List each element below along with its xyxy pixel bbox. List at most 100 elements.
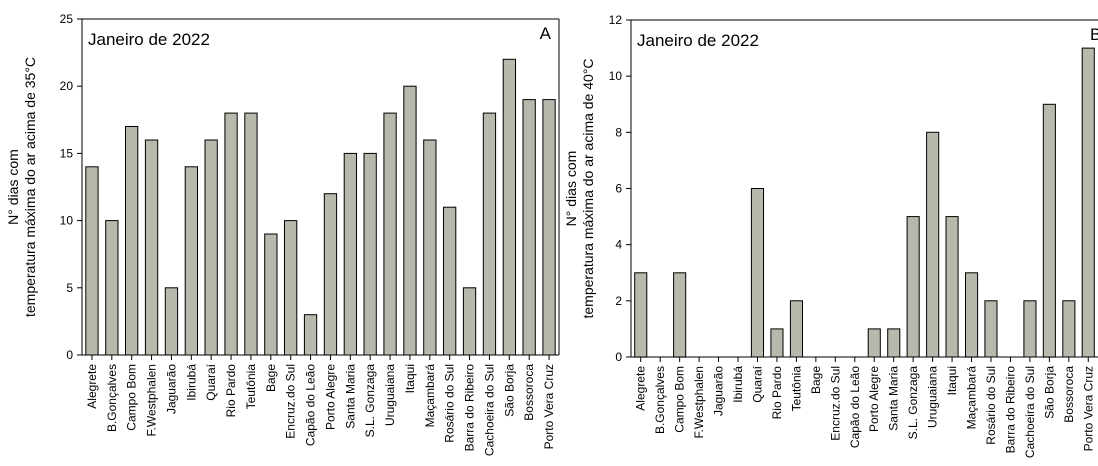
x-tick-label: Quaraí xyxy=(204,363,218,400)
bar-19 xyxy=(984,300,998,358)
bar-14 xyxy=(887,328,901,358)
panel-letter: A xyxy=(540,24,552,43)
bar-7 xyxy=(204,139,218,356)
bar-9 xyxy=(789,300,804,358)
bar-12 xyxy=(303,314,318,356)
x-tick-label: Bossoroca xyxy=(1062,366,1076,423)
bar-13 xyxy=(323,193,338,356)
x-tick-label: Rio Pardo xyxy=(770,366,784,420)
bar-24 xyxy=(542,99,556,356)
x-tick-label: Bage xyxy=(264,364,278,392)
x-tick-label: Cachoeira do Sul xyxy=(1023,366,1037,458)
x-tick-label: Alegrete xyxy=(85,364,99,409)
x-tick-label: Capão do Leão xyxy=(848,366,862,448)
chart-panel-b: 0 2 4 6 8 10 12 Alegrete B.Gonçalves Campo Bom F.W… xyxy=(563,13,1098,458)
bar-3 xyxy=(673,272,687,358)
x-tick-label: Ibirubá xyxy=(731,366,745,403)
bar-8 xyxy=(770,328,784,358)
chart-panel-a: 0 5 10 15 20 25 Alegrete B.Gonçalves Campo Bom F.… xyxy=(5,12,560,456)
x-tick-label: Jaguarão xyxy=(712,366,726,416)
x-tick-label: Uruguaiana xyxy=(383,364,397,426)
bar-22 xyxy=(502,58,517,356)
x-tick-label: Itaqui xyxy=(403,364,417,393)
y-tick-label: 20 xyxy=(60,79,74,93)
bar-17 xyxy=(403,85,417,356)
bar-13 xyxy=(867,328,881,358)
x-tick-label: F.Westphalen xyxy=(145,364,159,437)
bar-15 xyxy=(363,152,377,356)
bar-23 xyxy=(522,99,536,356)
bar-16 xyxy=(383,112,397,356)
x-tick-label: Capão do Leão xyxy=(304,364,318,446)
x-tick-label: Barra do Ribeiro xyxy=(463,364,477,452)
y-axis-label: temperatura máxima do ar acima de 35°C xyxy=(22,57,38,317)
bar-9 xyxy=(244,112,258,356)
x-tick-label: Teutônia xyxy=(244,364,258,410)
bar-17 xyxy=(945,216,959,358)
y-tick-label: 0 xyxy=(66,348,73,362)
y-axis-label: N° dias com xyxy=(563,151,579,227)
y-tick-label: 10 xyxy=(60,214,74,228)
x-tick-label: S.L. Gonzaga xyxy=(906,366,920,440)
x-tick-label: F.Westphalen xyxy=(692,366,706,439)
x-tick-label: Itaqui xyxy=(945,366,959,395)
bar-14 xyxy=(343,152,358,356)
bar-18 xyxy=(965,272,979,358)
y-tick-label: 0 xyxy=(615,350,622,364)
y-tick-label: 8 xyxy=(615,125,622,139)
x-tick-label: Maçambará xyxy=(423,364,437,428)
x-tick-label: Porto Alegre xyxy=(323,364,337,430)
x-tick-label: B.Gonçalves xyxy=(653,366,667,434)
x-tick-label: São Borja xyxy=(502,364,516,417)
bar-24 xyxy=(1081,47,1095,358)
bar-21 xyxy=(482,112,497,356)
bar-23 xyxy=(1062,300,1076,358)
bar-1 xyxy=(634,272,648,358)
x-tick-label: Campo Bom xyxy=(673,366,687,433)
y-tick-label: 10 xyxy=(609,69,623,83)
x-tick-label: Rosário do Sul xyxy=(443,364,457,443)
bar-7 xyxy=(750,188,765,358)
x-tick-label: Porto Alegre xyxy=(867,366,881,432)
x-tick-label: Alegrete xyxy=(634,366,648,411)
x-tick-label: Rosário do Sul xyxy=(984,366,998,445)
bar-21 xyxy=(1023,300,1037,358)
bar-2 xyxy=(105,220,119,356)
panel-letter: B xyxy=(1090,25,1098,44)
bar-16 xyxy=(926,131,940,358)
x-tick-label: Porto Vera Cruz xyxy=(1081,366,1095,451)
x-tick-label: Uruguaiana xyxy=(926,366,940,428)
x-tick-label: Bossoroca xyxy=(522,364,536,421)
y-tick-label: 25 xyxy=(60,12,74,26)
x-tick-label: S.L. Gonzaga xyxy=(363,364,377,438)
bar-8 xyxy=(224,112,238,356)
bar-11 xyxy=(284,220,298,356)
bar-18 xyxy=(423,139,437,356)
y-tick-label: 4 xyxy=(615,238,622,252)
bar-5 xyxy=(164,287,179,356)
x-tick-label: Encruz.do Sul xyxy=(284,364,298,439)
x-tick-label: Cachoeira do Sul xyxy=(482,364,496,456)
y-tick-label: 15 xyxy=(60,146,74,160)
x-tick-label: Campo Bom xyxy=(125,364,139,431)
x-tick-label: Maçambará xyxy=(965,366,979,430)
y-tick-label: 2 xyxy=(615,294,622,308)
x-tick-label: Quaraí xyxy=(751,365,765,402)
y-axis-label: temperatura máxima do ar acima de 40°C xyxy=(580,58,596,318)
bar-20 xyxy=(462,287,477,356)
bar-22 xyxy=(1042,103,1056,358)
x-tick-label: Santa Maria xyxy=(887,366,901,431)
bar-19 xyxy=(443,206,457,356)
x-tick-label: Rio Pardo xyxy=(224,364,238,418)
bar-6 xyxy=(184,166,198,356)
y-tick-label: 6 xyxy=(615,182,622,196)
x-tick-label: Jaguarão xyxy=(164,364,178,414)
chart-title: Janeiro de 2022 xyxy=(88,30,210,49)
bar-1 xyxy=(85,166,99,356)
x-tick-label: Santa Maria xyxy=(343,364,357,429)
y-tick-label: 12 xyxy=(609,13,623,27)
y-tick-label: 5 xyxy=(66,281,73,295)
x-tick-label: São Borja xyxy=(1042,366,1056,419)
bar-10 xyxy=(264,233,278,356)
